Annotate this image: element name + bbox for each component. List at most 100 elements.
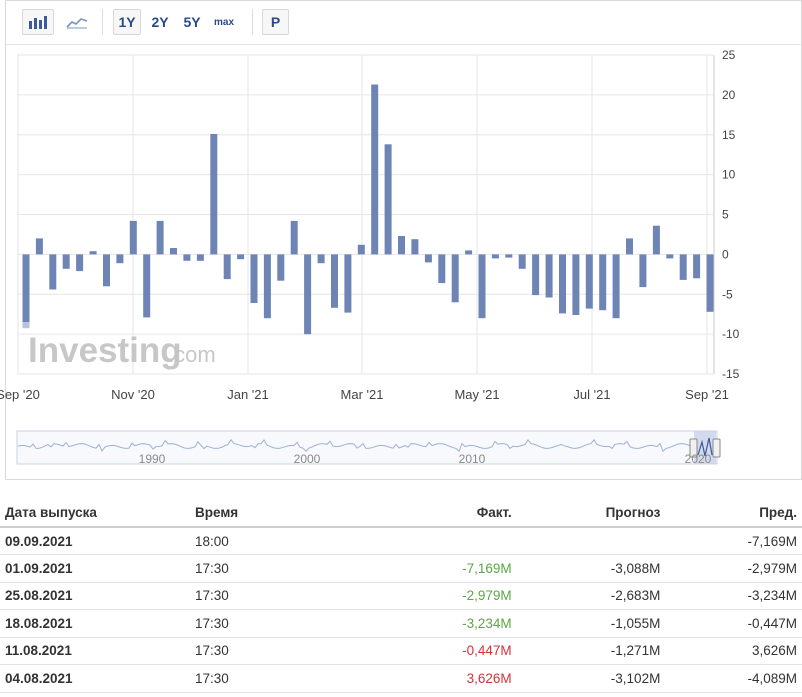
navigator-year-label: 2000 <box>294 452 321 466</box>
previous-cell: -3,234M <box>665 582 802 610</box>
previous-cell: -2,979M <box>665 554 802 583</box>
x-tick-label: Mar '21 <box>341 387 384 402</box>
col-release-date: Дата выпуска <box>0 498 190 528</box>
chart-bar <box>237 254 245 260</box>
time-cell: 17:30 <box>190 637 380 665</box>
date-cell: 11.08.2021 <box>0 637 190 665</box>
forecast-cell: -1,271M <box>516 637 666 665</box>
forecast-cell: -3,102M <box>516 664 666 693</box>
y-tick-label: 0 <box>722 247 729 261</box>
chart-bar <box>317 254 325 264</box>
x-tick-label: Jan '21 <box>227 387 269 402</box>
table-header-row: Дата выпуска Время Факт. Прогноз Пред. <box>0 498 802 528</box>
p-button[interactable]: P <box>262 9 289 35</box>
table-row: 04.08.2021 17:30 3,626M -3,102M -4,089M <box>0 664 802 693</box>
date-cell: 18.08.2021 <box>0 609 190 638</box>
forecast-cell: -2,683M <box>516 582 666 610</box>
chart-bar <box>62 254 70 269</box>
navigator-selection-series <box>697 437 713 457</box>
date-cell: 04.08.2021 <box>0 664 190 693</box>
forecast-cell: -1,055M <box>516 609 666 638</box>
history-table: Дата выпуска Время Факт. Прогноз Пред. 0… <box>0 498 802 693</box>
previous-cell: -4,089M <box>665 664 802 693</box>
chart-bar <box>49 254 57 290</box>
toolbar-divider <box>252 9 253 35</box>
x-tick-label: Sep '20 <box>0 387 40 402</box>
previous-cell: -7,169M <box>665 527 802 555</box>
chart-bar <box>572 254 580 315</box>
bar-chart-button[interactable] <box>22 9 54 35</box>
range-1y-button[interactable]: 1Y <box>113 9 141 35</box>
time-cell: 18:00 <box>190 527 380 555</box>
actual-cell <box>380 527 517 555</box>
col-forecast: Прогноз <box>516 498 666 528</box>
watermark-logo-text: Investing <box>28 331 182 370</box>
chart-bar <box>666 254 674 259</box>
x-tick-label: Sep '21 <box>685 387 729 402</box>
chart-bar <box>559 254 566 314</box>
y-tick-label: 15 <box>722 128 736 142</box>
date-cell: 01.09.2021 <box>0 554 190 583</box>
p-button-label: P <box>270 14 281 30</box>
time-cell: 17:30 <box>190 582 380 610</box>
chart-bar <box>143 254 151 318</box>
x-tick-label: Jul '21 <box>573 387 610 402</box>
chart-bar <box>129 220 137 255</box>
chart-bar <box>263 254 271 319</box>
navigator-year-label: 1990 <box>139 452 166 466</box>
chart-bar <box>304 254 312 335</box>
y-tick-label: -10 <box>722 327 740 341</box>
chart-bar <box>693 254 701 279</box>
chart-bar <box>398 236 405 255</box>
chart-toolbar: 1Y 2Y 5Y max P <box>6 1 802 45</box>
chart-bar <box>652 225 660 255</box>
table-row: 18.08.2021 17:30 -3,234M -1,055M -0,447M <box>0 609 802 638</box>
chart-bar <box>424 254 432 263</box>
chart-bar-previous <box>22 322 30 329</box>
range-1y-label: 1Y <box>118 14 136 30</box>
x-tick-label: Nov '20 <box>111 387 155 402</box>
date-cell: 09.09.2021 <box>0 527 190 555</box>
chart-bar <box>599 254 607 311</box>
toolbar-divider <box>102 9 103 35</box>
forecast-cell <box>516 527 666 555</box>
col-time: Время <box>190 498 380 528</box>
navigator-chart[interactable]: 1990 2000 2010 2020 <box>0 0 802 480</box>
range-max-label: max <box>213 16 234 28</box>
line-chart-button[interactable] <box>60 9 94 35</box>
y-tick-label: 10 <box>722 168 736 182</box>
investing-watermark: Investing.com <box>28 331 216 370</box>
chart-bar <box>679 254 687 280</box>
bar-chart-icon <box>29 16 47 29</box>
y-tick-label: 25 <box>722 48 736 62</box>
y-tick-label: 20 <box>722 88 736 102</box>
chart-bar <box>491 254 499 259</box>
chart-bar <box>103 254 110 287</box>
navigator-handle-left <box>689 438 698 458</box>
actual-cell: -7,169M <box>380 554 517 583</box>
chart-bar <box>344 254 352 313</box>
chart-bar <box>384 144 392 255</box>
forecast-cell: -3,088M <box>516 554 666 583</box>
range-5y-button[interactable]: 5Y <box>178 9 206 35</box>
chart-bar <box>465 250 473 255</box>
chart-bar <box>331 254 338 308</box>
col-previous: Пред. <box>665 498 802 528</box>
navigator-series <box>17 438 691 453</box>
chart-bar <box>612 254 620 319</box>
range-2y-button[interactable]: 2Y <box>146 9 174 35</box>
chart-bar <box>183 254 191 261</box>
y-tick-label: -15 <box>722 367 740 381</box>
chart-bar <box>210 134 218 255</box>
chart-bar <box>639 254 647 288</box>
table-row: 01.09.2021 17:30 -7,169M -3,088M -2,979M <box>0 554 802 583</box>
range-max-button[interactable]: max <box>209 9 239 35</box>
chart-bar <box>223 254 231 280</box>
chart-bar <box>35 238 43 255</box>
chart-bar <box>478 254 486 319</box>
previous-cell: 3,626M <box>665 637 802 665</box>
chart-bar <box>585 254 593 309</box>
line-chart-icon <box>66 18 88 29</box>
col-actual: Факт. <box>380 498 517 528</box>
main-bar-chart: 25 20 15 10 5 0 -5 -10 -15 Investing.com Sep '20 No… <box>0 48 740 402</box>
